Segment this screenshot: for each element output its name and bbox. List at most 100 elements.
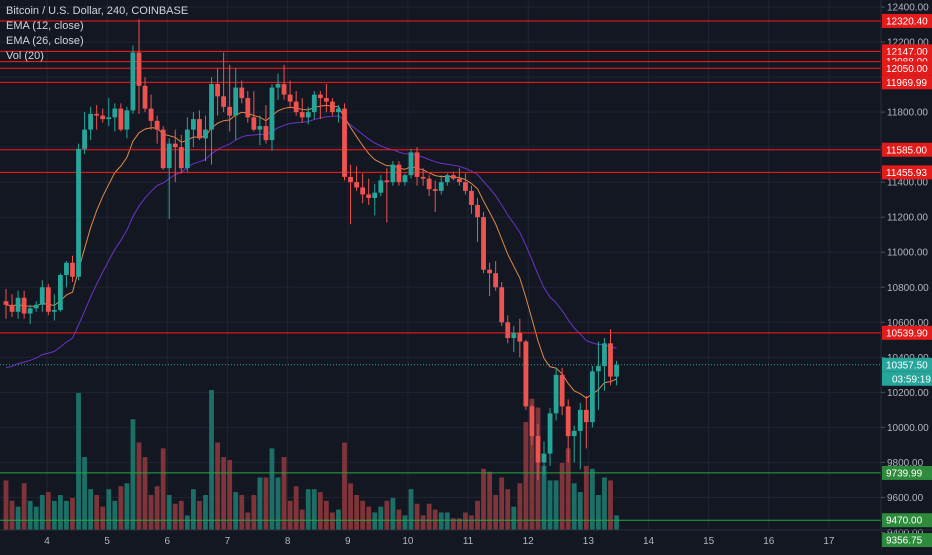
candle-body[interactable]: [9, 304, 15, 312]
volume-bar[interactable]: [450, 518, 456, 530]
volume-bar[interactable]: [94, 495, 100, 530]
volume-bar[interactable]: [414, 503, 420, 530]
candle-body[interactable]: [336, 108, 341, 113]
volume-bar[interactable]: [505, 489, 511, 530]
candle-body[interactable]: [608, 343, 613, 377]
candle-body[interactable]: [408, 152, 414, 176]
candle-body[interactable]: [251, 117, 257, 130]
volume-bar[interactable]: [372, 512, 378, 531]
volume-bar[interactable]: [148, 495, 154, 530]
volume-bar[interactable]: [184, 515, 190, 530]
volume-bar[interactable]: [378, 506, 384, 530]
candle-body[interactable]: [602, 343, 607, 367]
volume-bar[interactable]: [614, 515, 619, 530]
candle-body[interactable]: [323, 98, 329, 102]
candle-body[interactable]: [559, 374, 565, 407]
volume-bar[interactable]: [58, 495, 63, 530]
candle-body[interactable]: [378, 180, 384, 193]
volume-bar[interactable]: [323, 500, 329, 530]
candle-body[interactable]: [94, 113, 100, 116]
candle-body[interactable]: [51, 310, 57, 312]
volume-bar[interactable]: [3, 480, 9, 530]
volume-bar[interactable]: [317, 492, 323, 530]
volume-bar[interactable]: [571, 483, 577, 530]
candle-body[interactable]: [553, 374, 559, 414]
candle-body[interactable]: [541, 453, 547, 463]
candle-body[interactable]: [100, 115, 106, 120]
candle-body[interactable]: [263, 126, 269, 141]
volume-bar[interactable]: [589, 468, 595, 530]
volume-bar[interactable]: [481, 468, 486, 530]
candle-body[interactable]: [154, 120, 160, 130]
time-axis[interactable]: [0, 530, 881, 550]
candle-body[interactable]: [166, 143, 172, 169]
volume-bar[interactable]: [420, 515, 426, 530]
volume-bar[interactable]: [402, 515, 408, 530]
volume-bar[interactable]: [499, 477, 505, 531]
volume-bar[interactable]: [239, 495, 245, 530]
volume-bar[interactable]: [475, 500, 480, 530]
candle-body[interactable]: [348, 176, 353, 183]
volume-bar[interactable]: [154, 486, 160, 530]
ema26-line[interactable]: [5, 115, 617, 369]
candle-body[interactable]: [203, 129, 208, 139]
candle-body[interactable]: [58, 275, 63, 311]
volume-bar[interactable]: [305, 489, 311, 530]
candle-body[interactable]: [275, 84, 281, 88]
candle-body[interactable]: [547, 413, 553, 454]
candle-body[interactable]: [426, 178, 432, 190]
candle-body[interactable]: [130, 52, 136, 111]
volume-bar[interactable]: [438, 512, 444, 531]
candle-body[interactable]: [438, 182, 444, 191]
candle-body[interactable]: [360, 187, 366, 195]
candle-body[interactable]: [106, 117, 112, 120]
volume-bar[interactable]: [275, 477, 281, 531]
candle-body[interactable]: [571, 430, 577, 437]
candle-body[interactable]: [287, 94, 293, 102]
volume-bar[interactable]: [100, 506, 106, 530]
volume-bar[interactable]: [9, 500, 15, 530]
candle-body[interactable]: [311, 94, 317, 113]
candle-body[interactable]: [148, 108, 154, 121]
volume-bar[interactable]: [608, 480, 613, 530]
candle-body[interactable]: [481, 217, 486, 270]
candle-body[interactable]: [227, 106, 233, 116]
volume-bar[interactable]: [51, 500, 57, 530]
candle-body[interactable]: [39, 287, 45, 305]
volume-bar[interactable]: [166, 495, 172, 530]
volume-bar[interactable]: [330, 512, 335, 531]
volume-bar[interactable]: [529, 398, 535, 530]
candle-body[interactable]: [3, 301, 9, 305]
volume-bar[interactable]: [360, 500, 366, 530]
price-axis[interactable]: [881, 0, 932, 550]
volume-bar[interactable]: [311, 489, 317, 530]
volume-bar[interactable]: [541, 465, 547, 530]
candle-body[interactable]: [372, 192, 378, 198]
candle-body[interactable]: [15, 297, 21, 312]
candle-body[interactable]: [596, 366, 601, 372]
volume-bar[interactable]: [463, 512, 468, 531]
candle-body[interactable]: [342, 108, 347, 177]
candle-body[interactable]: [505, 322, 511, 339]
candle-body[interactable]: [469, 190, 474, 205]
volume-bar[interactable]: [559, 462, 565, 530]
candle-body[interactable]: [577, 409, 583, 431]
volume-bar[interactable]: [233, 492, 239, 530]
ema26-legend[interactable]: EMA (26, close): [6, 35, 84, 47]
candle-body[interactable]: [269, 87, 275, 141]
candle-body[interactable]: [589, 371, 595, 423]
candle-body[interactable]: [64, 262, 69, 275]
volume-bar[interactable]: [106, 489, 112, 530]
candle-body[interactable]: [88, 113, 94, 130]
candle-body[interactable]: [475, 204, 480, 218]
volume-bar[interactable]: [456, 518, 462, 530]
volume-bar[interactable]: [178, 500, 184, 530]
candle-body[interactable]: [535, 436, 541, 463]
candle-body[interactable]: [118, 108, 124, 130]
volume-bar[interactable]: [269, 448, 275, 530]
ema12-line[interactable]: [5, 104, 617, 399]
candle-body[interactable]: [384, 180, 390, 183]
volume-bar[interactable]: [293, 486, 299, 530]
